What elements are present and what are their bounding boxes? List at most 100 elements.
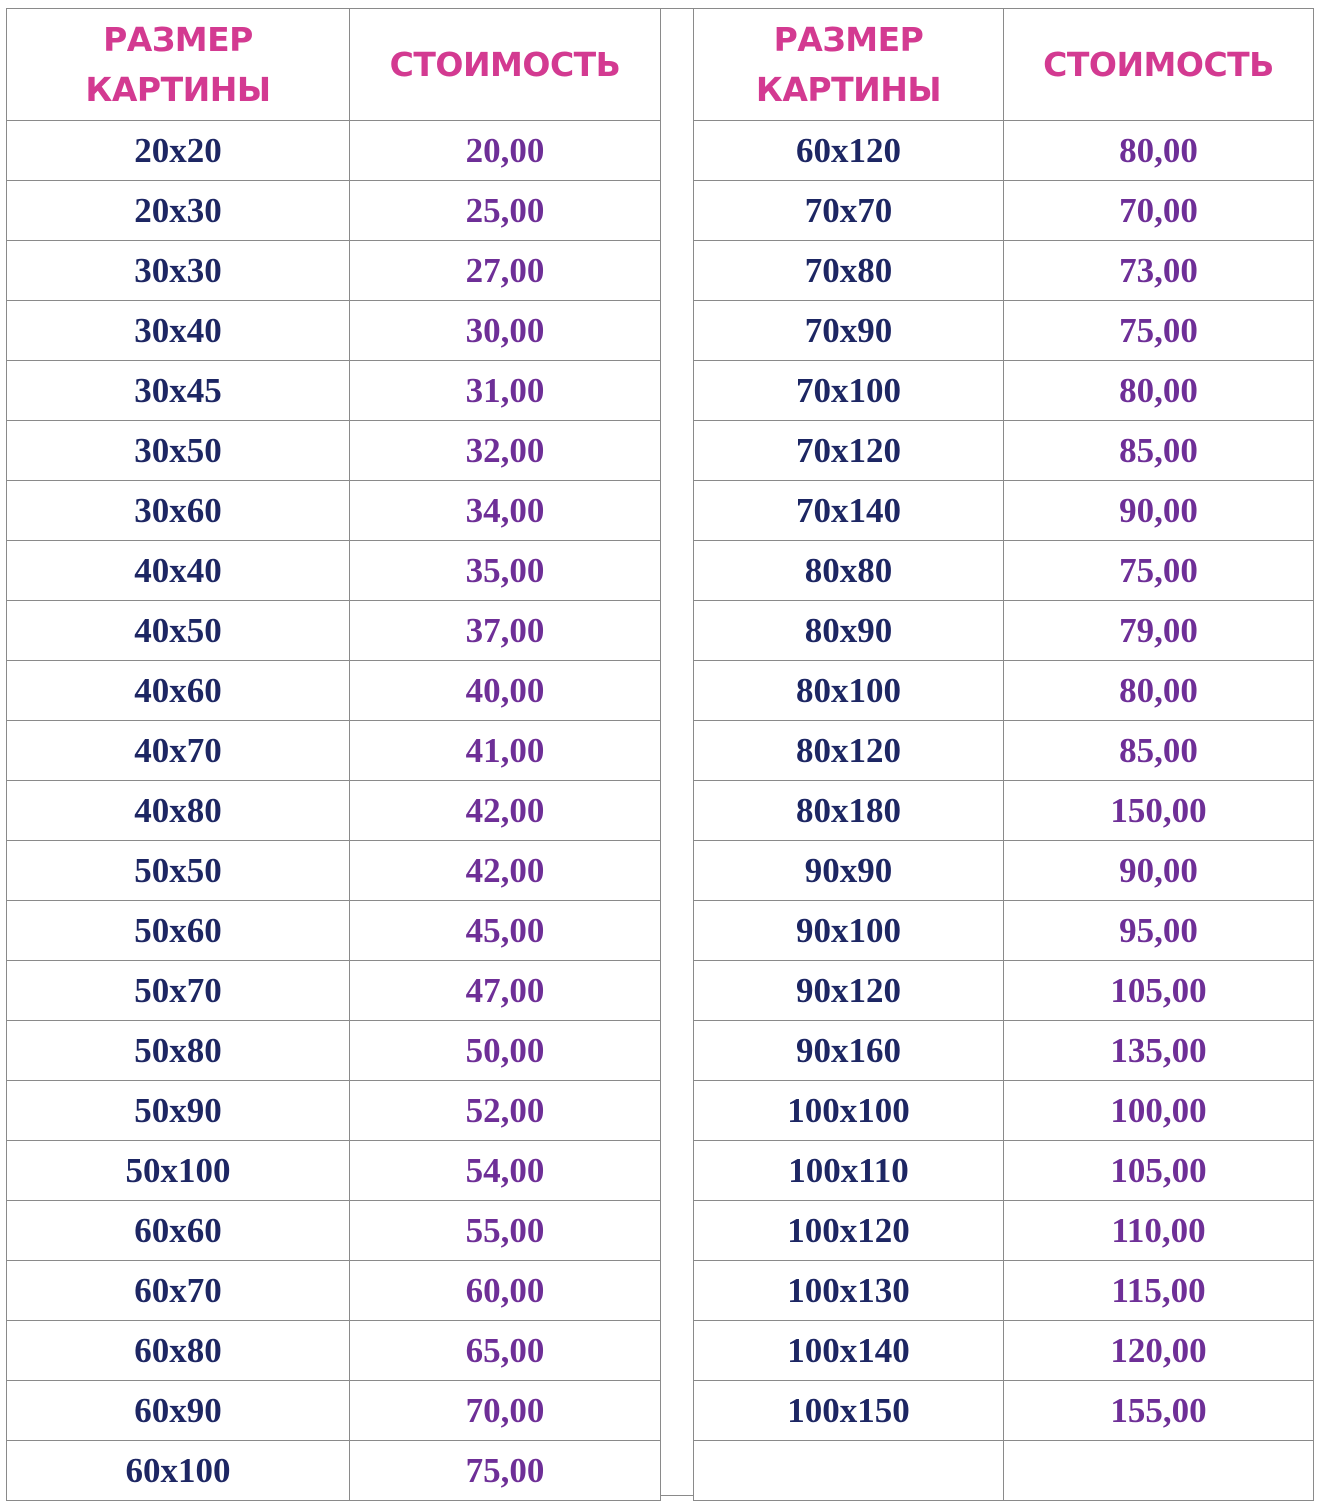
price-cell: 60,00 [349,1260,661,1321]
size-cell: 70x70 [693,180,1004,241]
empty-cell [1003,1440,1314,1501]
price-cell: 27,00 [349,240,661,301]
price-cell: 105,00 [1003,960,1314,1021]
price-cell: 75,00 [1003,300,1314,361]
size-cell: 70x80 [693,240,1004,301]
header-row: РАЗМЕР КАРТИНЫ СТОИМОСТЬ [693,8,1314,121]
table-row: 60x80 65,00 [6,1320,661,1381]
size-cell: 50x50 [6,840,350,901]
price-cell: 90,00 [1003,480,1314,541]
size-cell: 60x60 [6,1200,350,1261]
size-cell: 30x40 [6,300,350,361]
price-cell: 85,00 [1003,720,1314,781]
price-cell: 25,00 [349,180,661,241]
table-row: 50x80 50,00 [6,1020,661,1081]
size-cell: 100x140 [693,1320,1004,1381]
size-cell: 60x100 [6,1440,350,1501]
size-cell: 70x140 [693,480,1004,541]
table-row: 50x50 42,00 [6,840,661,901]
size-cell: 70x90 [693,300,1004,361]
size-cell: 100x130 [693,1260,1004,1321]
table-row [693,1440,1314,1501]
price-cell: 70,00 [1003,180,1314,241]
price-cell: 73,00 [1003,240,1314,301]
price-table-right: РАЗМЕР КАРТИНЫ СТОИМОСТЬ 60x120 80,00 70x7… [693,8,1314,1501]
size-cell: 50x80 [6,1020,350,1081]
price-cell: 85,00 [1003,420,1314,481]
size-cell: 50x100 [6,1140,350,1201]
price-cell: 80,00 [1003,660,1314,721]
size-cell: 40x50 [6,600,350,661]
price-cell: 150,00 [1003,780,1314,841]
size-header-line-1: РАЗМЕР [773,19,924,59]
header-row: РАЗМЕР КАРТИНЫ СТОИМОСТЬ [6,8,661,121]
size-cell: 60x80 [6,1320,350,1381]
table-row: 30x40 30,00 [6,300,661,361]
size-cell: 90x90 [693,840,1004,901]
table-row: 80x100 80,00 [693,660,1314,721]
price-cell: 80,00 [1003,360,1314,421]
size-cell: 40x60 [6,660,350,721]
table-row: 90x90 90,00 [693,840,1314,901]
size-cell: 100x110 [693,1140,1004,1201]
price-cell: 40,00 [349,660,661,721]
price-table-left: РАЗМЕР КАРТИНЫ СТОИМОСТЬ 20x20 20,00 20x30… [6,8,661,1501]
price-cell: 80,00 [1003,120,1314,181]
price-cell: 47,00 [349,960,661,1021]
price-cell: 75,00 [1003,540,1314,601]
size-cell: 50x90 [6,1080,350,1141]
right-table-body: 60x120 80,00 70x70 70,00 70x80 73,00 70x90 75,0… [693,120,1314,1501]
price-cell: 32,00 [349,420,661,481]
size-cell: 70x120 [693,420,1004,481]
table-row: 60x90 70,00 [6,1380,661,1441]
table-row: 80x120 85,00 [693,720,1314,781]
table-row: 20x20 20,00 [6,120,661,181]
size-cell: 100x120 [693,1200,1004,1261]
price-cell: 120,00 [1003,1320,1314,1381]
size-cell: 40x40 [6,540,350,601]
price-cell: 79,00 [1003,600,1314,661]
table-row: 60x60 55,00 [6,1200,661,1261]
table-row: 50x70 47,00 [6,960,661,1021]
table-row: 40x70 41,00 [6,720,661,781]
price-cell: 20,00 [349,120,661,181]
price-cell: 52,00 [349,1080,661,1141]
size-cell: 50x60 [6,900,350,961]
size-cell: 80x90 [693,600,1004,661]
price-cell: 70,00 [349,1380,661,1441]
size-cell: 80x180 [693,780,1004,841]
size-cell: 40x80 [6,780,350,841]
table-row: 40x50 37,00 [6,600,661,661]
table-row: 80x80 75,00 [693,540,1314,601]
size-cell: 100x100 [693,1080,1004,1141]
price-cell: 95,00 [1003,900,1314,961]
price-column-header: СТОИМОСТЬ [1003,8,1314,121]
size-cell: 90x100 [693,900,1004,961]
table-row: 80x90 79,00 [693,600,1314,661]
table-row: 60x100 75,00 [6,1440,661,1501]
size-cell: 40x70 [6,720,350,781]
table-row: 20x30 25,00 [6,180,661,241]
table-row: 100x150 155,00 [693,1380,1314,1441]
table-row: 100x110 105,00 [693,1140,1314,1201]
table-row: 50x100 54,00 [6,1140,661,1201]
table-row: 100x140 120,00 [693,1320,1314,1381]
price-cell: 50,00 [349,1020,661,1081]
price-cell: 31,00 [349,360,661,421]
size-cell: 90x160 [693,1020,1004,1081]
size-cell: 80x120 [693,720,1004,781]
size-cell: 30x45 [6,360,350,421]
table-row: 70x70 70,00 [693,180,1314,241]
table-row: 70x120 85,00 [693,420,1314,481]
size-cell: 20x20 [6,120,350,181]
table-row: 60x70 60,00 [6,1260,661,1321]
size-cell: 60x120 [693,120,1004,181]
table-row: 40x40 35,00 [6,540,661,601]
price-cell: 41,00 [349,720,661,781]
price-cell: 55,00 [349,1200,661,1261]
table-row: 60x120 80,00 [693,120,1314,181]
table-row: 30x30 27,00 [6,240,661,301]
table-row: 50x90 52,00 [6,1080,661,1141]
size-cell: 70x100 [693,360,1004,421]
size-cell: 60x90 [6,1380,350,1441]
